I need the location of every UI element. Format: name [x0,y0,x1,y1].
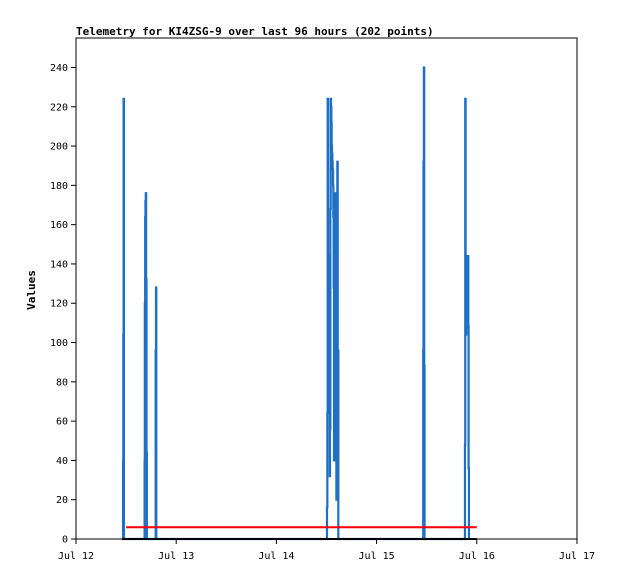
y-tick-label: 120 [50,299,68,310]
x-axis: Jul 12 Jul 13 Jul 14 Jul 15 Jul 16 Jul 17 [58,539,595,562]
y-tick-label: 20 [56,495,68,506]
y-tick-label: 60 [56,417,68,428]
x-tick-label: Jul 12 [58,551,94,562]
y-tick-label: 240 [50,63,68,74]
y-tick-label: 180 [50,181,68,192]
y-tick-label: 80 [56,377,68,388]
y-tick-label: 140 [50,259,68,270]
series-line-0 [122,66,471,541]
x-tick-label: Jul 15 [359,551,395,562]
y-tick-label: 220 [50,102,68,113]
y-axis: 0 20 40 60 80 100 120 140 160 180 200 220 240 [50,63,76,546]
x-tick-label: Jul 13 [158,551,194,562]
y-axis-label: Values [25,270,38,310]
y-tick-label: 0 [62,535,68,546]
y-tick-label: 40 [56,456,68,467]
y-tick-label: 160 [50,220,68,231]
y-tick-label: 100 [50,338,68,349]
chart-title: Telemetry for KI4ZSG-9 over last 96 hour… [76,25,434,38]
x-tick-label: Jul 16 [459,551,495,562]
y-tick-label: 200 [50,142,68,153]
series-layer [121,66,477,541]
x-tick-label: Jul 14 [258,551,294,562]
x-tick-label: Jul 17 [559,551,595,562]
